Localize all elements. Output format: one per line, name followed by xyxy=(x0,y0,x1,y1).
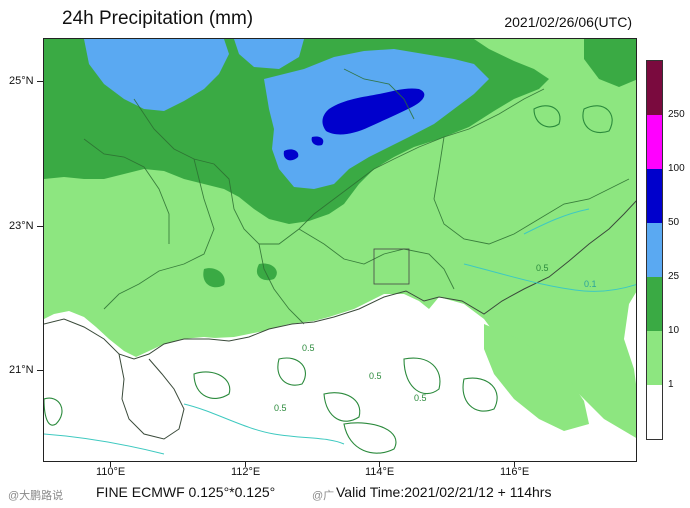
legend-label-1: 1 xyxy=(668,379,674,390)
contour-label: 0.5 xyxy=(302,343,315,353)
map-title: 24h Precipitation (mm) xyxy=(62,8,254,29)
lon-label-114: 114°E xyxy=(365,466,395,478)
coastline xyxy=(44,200,636,360)
contour-0-5mm xyxy=(44,105,613,454)
legend-label-100: 100 xyxy=(668,163,685,174)
zone-25-50mm-nw xyxy=(234,39,304,69)
zone-1-10mm-east xyxy=(484,324,589,431)
lat-tick-23 xyxy=(37,226,43,227)
legend-label-25: 25 xyxy=(668,271,680,282)
legend-label-250: 250 xyxy=(668,109,685,120)
model-resolution-text: FINE ECMWF 0.125°*0.125° xyxy=(96,484,276,500)
lon-tick-114 xyxy=(379,462,380,467)
contour-0-1mm xyxy=(44,208,636,455)
province-boundaries xyxy=(83,68,630,325)
lon-tick-116 xyxy=(514,462,515,467)
lat-label-23: 23°N xyxy=(9,220,34,232)
legend-swatch-50-100 xyxy=(647,169,662,223)
zone-10-25mm-spot1 xyxy=(203,268,225,288)
lat-label-21: 21°N xyxy=(9,364,34,376)
lon-label-116: 116°E xyxy=(500,466,530,478)
pearl-river-delta-box xyxy=(373,248,410,285)
legend-swatch-25-50 xyxy=(647,223,662,277)
zone-50-100mm xyxy=(322,88,425,135)
leizhou-peninsula xyxy=(118,353,185,440)
lon-label-112: 112°E xyxy=(231,466,261,478)
watermark-center: @广 xyxy=(312,490,335,502)
precip-legend-bar xyxy=(646,60,663,440)
contour-label: 0.5 xyxy=(274,403,287,413)
precipitation-map: 0.5 0.5 0.5 0.5 0.5 0.1 xyxy=(43,38,637,462)
legend-label-10: 10 xyxy=(668,325,680,336)
legend-label-50: 50 xyxy=(668,217,680,228)
contour-label: 0.5 xyxy=(536,263,549,273)
lat-tick-21 xyxy=(37,370,43,371)
zone-50-100mm-spot xyxy=(283,149,299,161)
zone-10-25mm-east xyxy=(584,39,636,87)
dry-patch-east xyxy=(565,434,636,461)
legend-swatch-lt1 xyxy=(647,385,662,439)
legend-swatch-1-10 xyxy=(647,331,662,385)
zone-50-100mm-spot2 xyxy=(311,136,324,146)
lat-label-25: 25°N xyxy=(9,75,34,87)
zone-10-25mm-spot2 xyxy=(256,263,277,281)
lon-tick-112 xyxy=(245,462,246,467)
valid-time-text: Valid Time:2021/02/21/12 + 114hrs xyxy=(336,484,552,500)
zone-25-50mm-west xyxy=(84,39,229,111)
legend-swatch-gt250 xyxy=(647,61,662,115)
legend-swatch-10-25 xyxy=(647,277,662,331)
watermark-left: @大鹏路说 xyxy=(8,490,64,502)
lat-tick-25 xyxy=(37,81,43,82)
contour-label: 0.5 xyxy=(369,371,382,381)
legend-swatch-100-250 xyxy=(647,115,662,169)
forecast-datetime: 2021/02/26/06(UTC) xyxy=(504,14,632,30)
lon-tick-110 xyxy=(110,462,111,467)
contour-label: 0.5 xyxy=(414,393,427,403)
contour-label: 0.1 xyxy=(584,279,597,289)
lon-label-110: 110°E xyxy=(96,466,126,478)
